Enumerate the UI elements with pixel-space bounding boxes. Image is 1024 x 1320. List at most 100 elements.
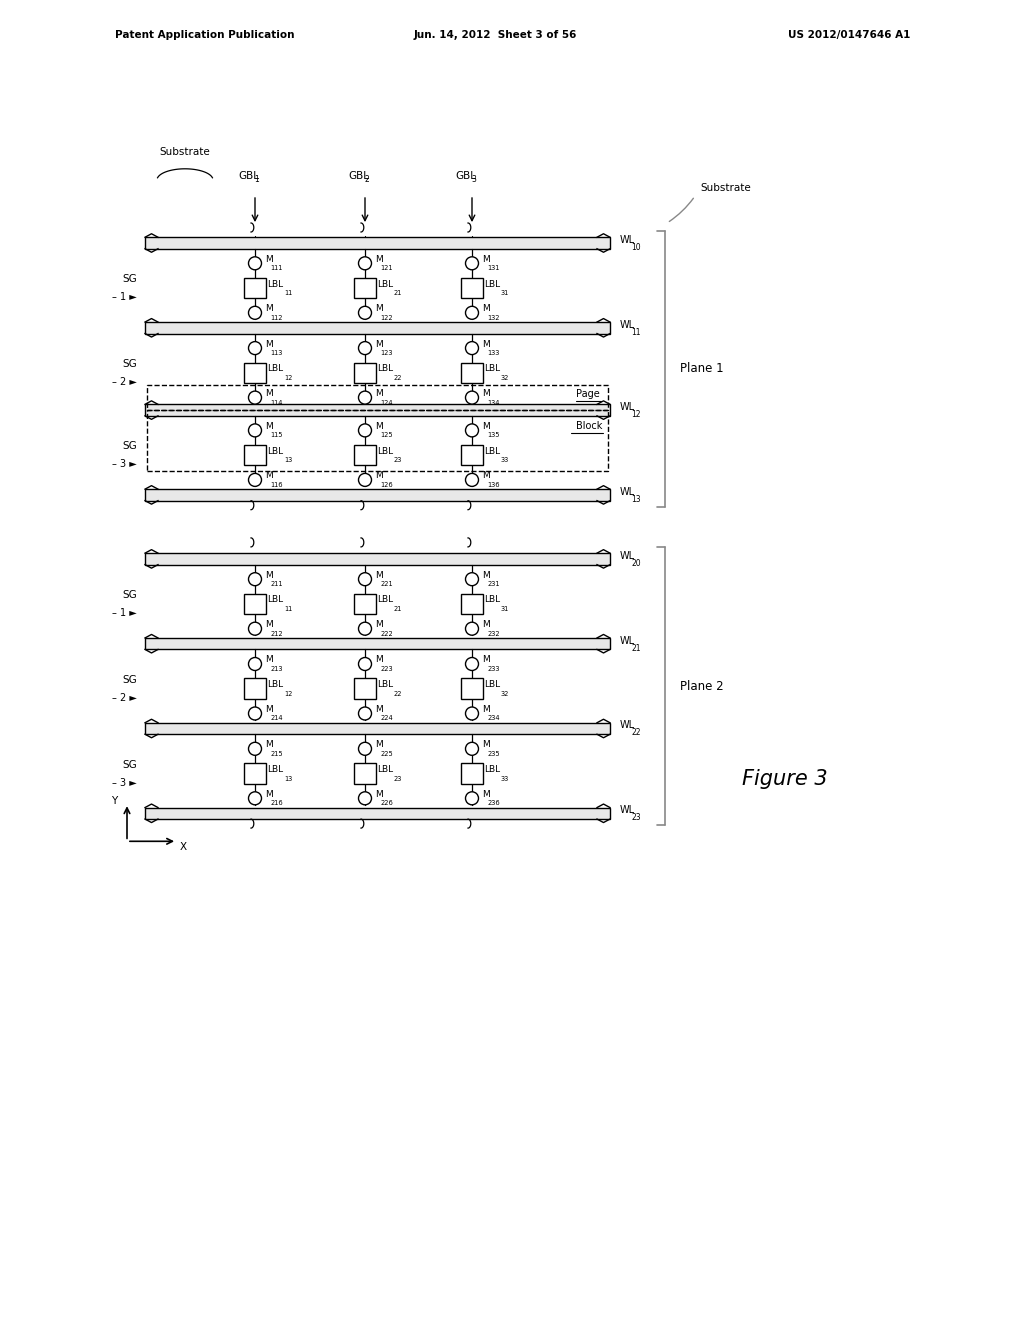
- Text: 33: 33: [501, 457, 509, 463]
- Text: Substrate: Substrate: [160, 147, 210, 157]
- FancyBboxPatch shape: [145, 238, 610, 248]
- Circle shape: [249, 391, 261, 404]
- Text: 221: 221: [381, 581, 393, 587]
- Text: 31: 31: [501, 606, 509, 612]
- Text: 113: 113: [270, 350, 283, 356]
- Text: LBL: LBL: [267, 364, 284, 374]
- Text: 13: 13: [284, 776, 292, 781]
- Text: 11: 11: [284, 606, 292, 612]
- FancyBboxPatch shape: [145, 723, 610, 734]
- FancyBboxPatch shape: [461, 763, 482, 784]
- Circle shape: [358, 474, 372, 486]
- Text: M: M: [482, 255, 489, 264]
- Circle shape: [249, 708, 261, 719]
- Text: Page: Page: [577, 388, 600, 399]
- Text: 226: 226: [381, 800, 393, 807]
- Text: M: M: [375, 422, 383, 430]
- Text: 13: 13: [631, 495, 641, 504]
- Text: M: M: [265, 389, 272, 399]
- Text: 21: 21: [394, 606, 402, 612]
- Text: M: M: [482, 705, 489, 714]
- Text: LBL: LBL: [267, 766, 284, 774]
- Text: WL: WL: [620, 403, 635, 412]
- Text: LBL: LBL: [267, 680, 284, 689]
- Text: 216: 216: [270, 800, 283, 807]
- Text: 33: 33: [501, 776, 509, 781]
- Text: 12: 12: [284, 690, 293, 697]
- FancyBboxPatch shape: [245, 763, 266, 784]
- Text: M: M: [265, 471, 272, 480]
- Text: 135: 135: [487, 433, 500, 438]
- FancyBboxPatch shape: [245, 445, 266, 466]
- Text: 116: 116: [270, 482, 283, 488]
- Text: 21: 21: [631, 644, 640, 652]
- Text: SG: SG: [122, 275, 137, 284]
- Text: 13: 13: [284, 457, 292, 463]
- FancyBboxPatch shape: [461, 363, 482, 383]
- Text: M: M: [375, 620, 383, 630]
- FancyBboxPatch shape: [145, 553, 610, 565]
- Text: 20: 20: [631, 558, 641, 568]
- Text: 225: 225: [381, 751, 393, 756]
- Text: 131: 131: [487, 265, 500, 272]
- Text: 234: 234: [487, 715, 500, 722]
- Text: M: M: [375, 471, 383, 480]
- FancyBboxPatch shape: [145, 490, 610, 500]
- Text: Plane 2: Plane 2: [680, 680, 724, 693]
- Text: M: M: [482, 422, 489, 430]
- Text: SG: SG: [122, 590, 137, 601]
- FancyBboxPatch shape: [145, 638, 610, 649]
- Text: 132: 132: [487, 314, 500, 321]
- Text: M: M: [482, 389, 489, 399]
- Text: M: M: [265, 570, 272, 579]
- Text: 23: 23: [394, 776, 402, 781]
- Circle shape: [358, 708, 372, 719]
- Text: M: M: [265, 339, 272, 348]
- Text: 236: 236: [487, 800, 500, 807]
- FancyBboxPatch shape: [145, 808, 610, 818]
- Text: M: M: [375, 705, 383, 714]
- Text: LBL: LBL: [378, 595, 393, 605]
- Text: M: M: [265, 741, 272, 750]
- Text: 222: 222: [381, 631, 393, 636]
- Text: LBL: LBL: [267, 280, 284, 289]
- Text: WL: WL: [620, 721, 635, 730]
- Text: 224: 224: [381, 715, 393, 722]
- Text: 124: 124: [381, 400, 393, 405]
- Text: M: M: [265, 656, 272, 664]
- Text: – 1 ►: – 1 ►: [113, 292, 137, 302]
- Text: WL: WL: [620, 235, 635, 246]
- Text: LBL: LBL: [484, 446, 501, 455]
- Text: 2: 2: [365, 176, 370, 185]
- Circle shape: [358, 657, 372, 671]
- Text: 136: 136: [487, 482, 500, 488]
- Text: M: M: [265, 422, 272, 430]
- Text: – 1 ►: – 1 ►: [113, 609, 137, 618]
- Text: M: M: [482, 789, 489, 799]
- Text: GBL: GBL: [348, 172, 369, 181]
- Text: M: M: [482, 570, 489, 579]
- Text: 134: 134: [487, 400, 500, 405]
- FancyBboxPatch shape: [354, 763, 376, 784]
- Text: 212: 212: [270, 631, 283, 636]
- Text: WL: WL: [620, 319, 635, 330]
- FancyBboxPatch shape: [354, 445, 376, 466]
- Text: 215: 215: [270, 751, 283, 756]
- Circle shape: [249, 792, 261, 805]
- Circle shape: [249, 342, 261, 355]
- Text: 115: 115: [270, 433, 283, 438]
- FancyBboxPatch shape: [245, 363, 266, 383]
- Text: M: M: [375, 741, 383, 750]
- Text: LBL: LBL: [378, 364, 393, 374]
- Text: 133: 133: [487, 350, 500, 356]
- Text: Plane 1: Plane 1: [680, 363, 724, 375]
- Circle shape: [249, 657, 261, 671]
- Circle shape: [466, 257, 478, 269]
- Text: 125: 125: [381, 433, 393, 438]
- Text: 21: 21: [394, 290, 402, 296]
- Text: M: M: [482, 305, 489, 313]
- Circle shape: [466, 424, 478, 437]
- Text: M: M: [375, 305, 383, 313]
- Text: M: M: [482, 339, 489, 348]
- FancyBboxPatch shape: [354, 594, 376, 614]
